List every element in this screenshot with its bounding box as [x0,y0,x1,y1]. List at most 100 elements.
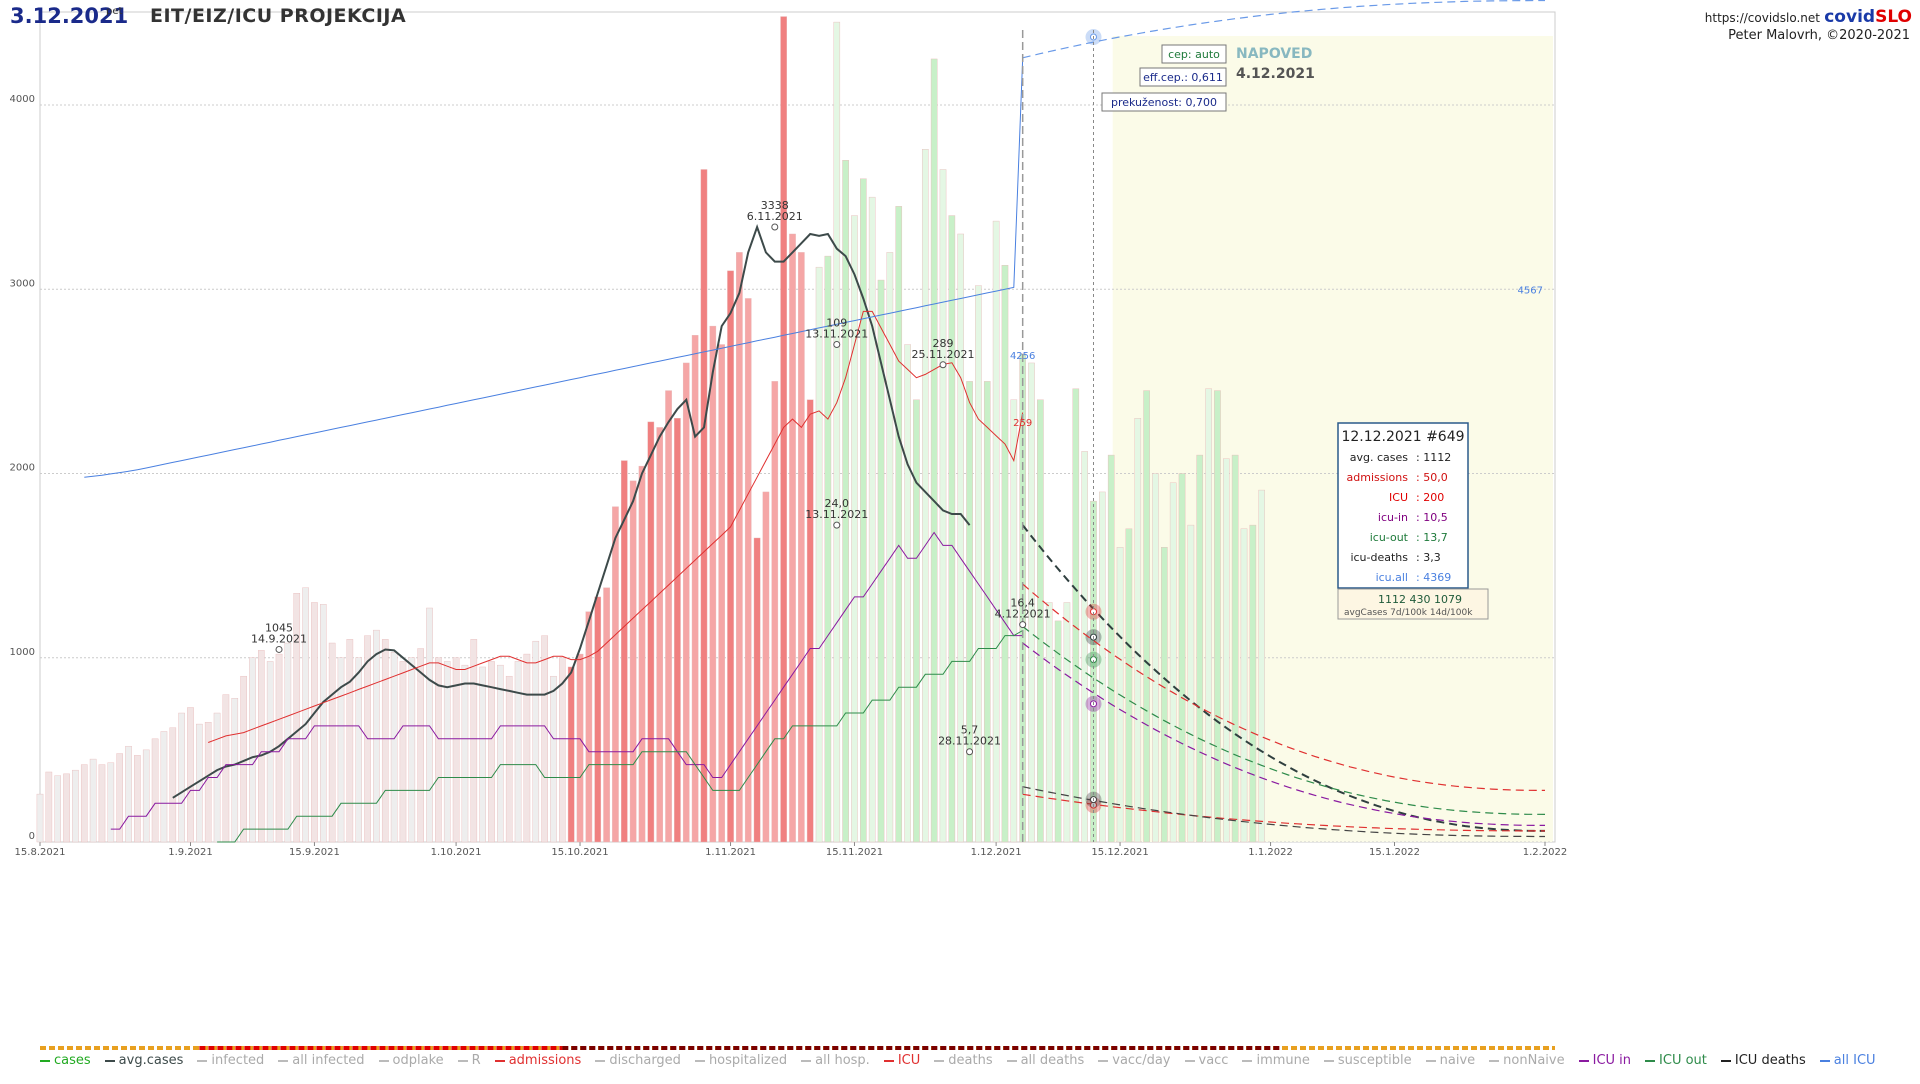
case-bar [691,335,699,843]
case-bar [1134,418,1142,843]
legend-item[interactable]: vacc/day [1098,1053,1171,1068]
chart-title: EIT/EIZ/ICU PROJEKCIJA [150,5,407,27]
case-bar [647,421,655,843]
legend-item[interactable]: all infected [278,1053,365,1068]
site-url[interactable]: https://covidslo.net [1704,11,1820,25]
legend-item[interactable]: ICU out [1645,1053,1707,1068]
legend-swatch [1184,1059,1195,1062]
case-bar [594,596,602,843]
legend-swatch [1425,1059,1436,1062]
tooltip-row-value: : 1112 [1416,451,1451,464]
peak-marker [966,748,974,756]
case-bar [877,279,885,843]
legend-item[interactable]: odplake [378,1053,444,1068]
case-bar [302,587,309,843]
legend-item[interactable]: ICU [883,1053,921,1068]
case-bar [1214,390,1221,843]
legend-item[interactable]: nonNaive [1489,1053,1565,1068]
legend-item[interactable]: R [457,1053,481,1068]
legend-label: avg.cases [118,1053,184,1068]
legend-swatch [278,1059,289,1062]
legend-swatch [1720,1059,1731,1062]
case-bar [488,661,495,843]
legend-label: R [471,1053,481,1068]
legend-item[interactable]: susceptible [1323,1053,1412,1068]
case-bar [89,758,97,843]
legend-swatch [1323,1059,1334,1062]
case-bar [824,255,832,843]
tooltip-row-label: icu-in [1378,511,1408,524]
legend-item[interactable]: immune [1242,1053,1310,1068]
case-bar [992,220,1000,843]
case-bar [72,769,79,843]
case-bar [833,21,841,843]
peak-value: 16,4 [1010,597,1035,610]
legend-item[interactable]: admissions [494,1053,581,1068]
case-bar [842,160,849,843]
legend-item[interactable]: all deaths [1006,1053,1084,1068]
x-tick-label: 15.10.2021 [551,847,608,858]
case-bar [178,712,185,843]
legend-item[interactable]: all ICU [1819,1053,1876,1068]
legend-item[interactable]: deaths [934,1053,993,1068]
eff-vaccination-label: eff.cep.: 0,611 [1143,71,1223,84]
legend-label: cases [54,1053,91,1068]
tooltip-row-value: : 50,0 [1416,471,1448,484]
legend-item[interactable]: discharged [595,1053,681,1068]
case-bar [169,727,177,843]
tooltip-title: 12.12.2021 #649 [1341,429,1464,445]
legend-label: discharged [609,1053,681,1068]
legend-item[interactable]: avg.cases [104,1053,184,1068]
case-bar [780,16,787,843]
legend-label: ICU [897,1053,921,1068]
legend-swatch [934,1059,945,1062]
tooltip-row-value: : 13,7 [1416,531,1448,544]
tooltip-row-label: admissions [1347,471,1409,484]
legend-item[interactable]: hospitalized [694,1053,787,1068]
case-bar [54,775,62,843]
legend-label: naive [1439,1053,1476,1068]
legend-item[interactable]: ICU in [1578,1053,1631,1068]
legend-item[interactable]: infected [197,1053,264,1068]
forecast-line [1022,793,1545,832]
legend-swatch [1006,1059,1017,1062]
case-bar [1205,388,1212,843]
legend-item[interactable]: all hosp. [801,1053,870,1068]
case-bar [966,381,973,843]
x-tick-label: 15.1.2022 [1369,847,1420,858]
case-bar [408,657,416,843]
case-bar [851,215,858,843]
legend-swatch [801,1059,812,1062]
case-bar [1054,620,1062,843]
series-line-avgcases [172,223,971,799]
legend-item[interactable]: ICU deaths [1720,1053,1806,1068]
case-bar [1169,482,1177,843]
legend-swatch [1489,1059,1500,1062]
case-bar [497,664,504,843]
case-bar [142,749,150,843]
case-bar [559,657,566,843]
case-bar [921,149,929,843]
tooltip-row-label: icu.all [1376,571,1408,584]
case-bar [656,427,664,843]
case-bar [736,252,743,843]
case-bar [798,252,805,843]
legend-item[interactable]: vacc [1184,1053,1228,1068]
brand-logo[interactable]: covidSLO [1824,7,1912,27]
case-bar [1072,388,1080,843]
peak-marker [939,361,947,369]
forecast-line [1022,583,1545,791]
case-bar [98,764,106,843]
case-bar [452,657,460,843]
legend-item[interactable]: naive [1425,1053,1476,1068]
tooltip-row-label: avg. cases [1350,451,1409,464]
case-bar [983,381,991,843]
case-bar [709,325,717,843]
legend-item[interactable]: cases [40,1053,91,1068]
peak-marker [771,223,779,231]
legend-label: ICU deaths [1734,1053,1806,1068]
y-tick-label: 4000 [10,94,35,105]
overcome-label: prekuženost: 0,700 [1111,96,1217,109]
case-bar [1187,524,1195,843]
